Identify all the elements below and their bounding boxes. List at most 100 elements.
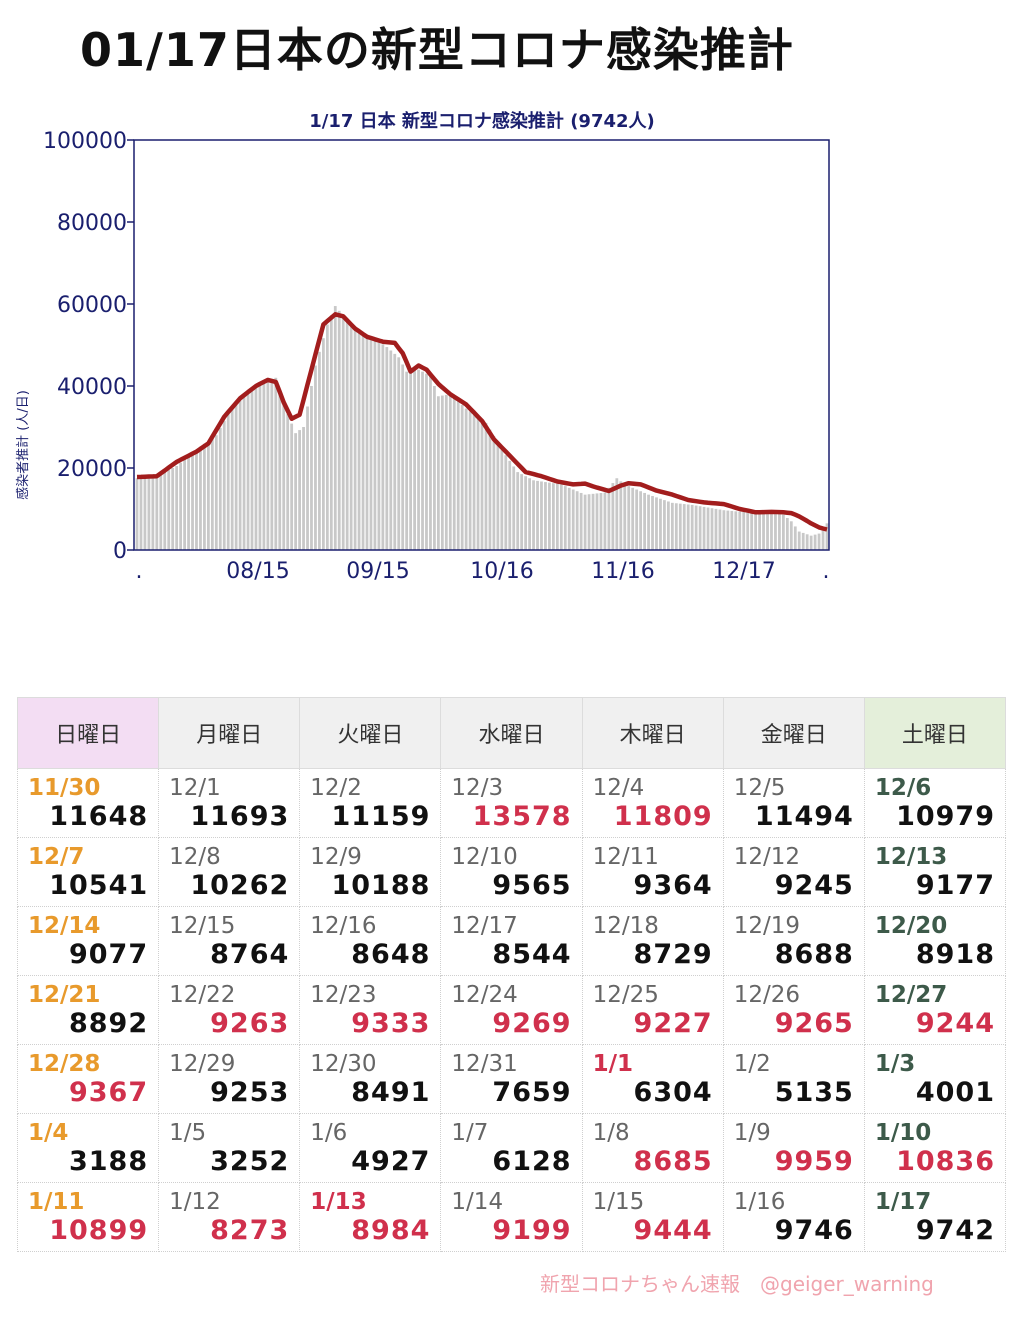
daily-bar — [321, 338, 325, 550]
daily-bar — [738, 511, 742, 550]
daily-bar — [528, 478, 531, 550]
daily-bar — [179, 462, 183, 550]
calendar-day-cell: 1/15 9444 — [581, 1182, 724, 1252]
calendar-day-cell: 12/11 9364 — [581, 837, 724, 907]
daily-bar — [393, 353, 397, 550]
daily-bar — [682, 504, 686, 550]
day-estimate-value: 9265 — [774, 1008, 854, 1039]
day-date: 1/11 — [28, 1189, 85, 1215]
calendar-day-cell: 12/26 9265 — [722, 975, 865, 1045]
daily-bar — [171, 468, 175, 550]
daily-bar — [195, 449, 198, 550]
day-estimate-value: 3252 — [210, 1146, 290, 1177]
daily-bar — [349, 323, 353, 550]
day-estimate-value: 9333 — [351, 1008, 431, 1039]
x-tick-label: 12/17 — [712, 559, 775, 584]
daily-bar — [647, 494, 650, 550]
daily-bar — [504, 455, 508, 550]
y-tick-label: 0 — [113, 539, 127, 564]
daily-bar — [524, 476, 528, 550]
calendar-day-cell: 12/24 9269 — [440, 975, 583, 1045]
daily-bar — [444, 394, 448, 550]
day-estimate-value: 11809 — [613, 801, 713, 832]
day-date: 12/24 — [451, 982, 518, 1008]
day-date: 12/29 — [169, 1051, 236, 1077]
calendar-week-row: 12/28 9367 12/29 9253 12/30 8491 12/31 7659 1/1 6… — [16, 1044, 1007, 1114]
weekday-header: 土曜日 — [863, 697, 1007, 769]
day-estimate-value: 6304 — [633, 1077, 713, 1108]
daily-bar — [440, 395, 444, 550]
day-estimate-value: 9245 — [774, 870, 854, 901]
daily-bar — [770, 511, 773, 550]
daily-bar — [663, 500, 666, 550]
day-date: 1/1 — [592, 1051, 633, 1077]
daily-bar — [310, 386, 313, 550]
daily-bar — [361, 332, 365, 550]
daily-bar — [329, 315, 333, 550]
y-tick-label: 60000 — [57, 293, 127, 318]
calendar-day-cell: 11/30 11648 — [16, 768, 160, 838]
day-date: 12/26 — [733, 982, 800, 1008]
daily-bar — [353, 326, 357, 550]
day-estimate-value: 9177 — [915, 870, 995, 901]
day-date: 12/23 — [310, 982, 377, 1008]
daily-bar — [381, 344, 385, 550]
daily-bar — [341, 315, 345, 550]
day-estimate-value: 10899 — [49, 1215, 149, 1246]
daily-bar — [520, 474, 524, 550]
y-tick-label: 40000 — [57, 375, 127, 400]
day-date: 1/7 — [451, 1120, 489, 1146]
calendar-day-cell: 12/31 7659 — [440, 1044, 583, 1114]
daily-bar — [318, 351, 321, 550]
calendar-day-cell: 12/28 9367 — [16, 1044, 160, 1114]
daily-bar — [567, 487, 571, 550]
daily-bar — [611, 483, 615, 550]
day-estimate-value: 5135 — [774, 1077, 854, 1108]
daily-bar — [230, 406, 234, 550]
daily-bar — [143, 477, 147, 550]
day-estimate-value: 9199 — [492, 1215, 572, 1246]
daily-bar — [278, 391, 282, 551]
calendar-day-cell: 12/8 10262 — [158, 837, 301, 907]
daily-bar — [345, 320, 349, 550]
daily-bar — [254, 388, 258, 550]
daily-bar — [262, 381, 266, 550]
daily-bar — [722, 510, 726, 550]
day-date: 12/21 — [28, 982, 101, 1008]
daily-bar — [710, 508, 714, 550]
day-date: 1/6 — [310, 1120, 348, 1146]
calendar-week-row: 12/7 10541 12/8 10262 12/9 10188 12/10 9565 12/1… — [16, 837, 1007, 907]
daily-bar — [551, 483, 555, 550]
day-estimate-value: 8544 — [492, 939, 572, 970]
day-estimate-value: 10262 — [190, 870, 290, 901]
day-date: 12/9 — [310, 844, 362, 870]
daily-bar — [797, 531, 801, 550]
day-date: 1/13 — [310, 1189, 367, 1215]
day-estimate-value: 8918 — [915, 939, 995, 970]
daily-bar — [627, 486, 631, 550]
daily-bar — [659, 498, 662, 550]
daily-bar — [238, 400, 242, 550]
calendar-week-row: 1/4 3188 1/5 3252 1/6 4927 1/7 6128 1/8 8685 1/9 99… — [16, 1113, 1007, 1183]
daily-bar — [337, 310, 341, 550]
day-date: 11/30 — [28, 775, 101, 801]
calendar-day-cell: 1/2 5135 — [722, 1044, 865, 1114]
daily-bar — [591, 493, 595, 550]
daily-bar — [484, 422, 488, 550]
daily-bar — [762, 512, 765, 550]
weekday-header: 月曜日 — [158, 697, 301, 769]
daily-bar — [282, 404, 286, 550]
day-estimate-value: 8648 — [351, 939, 431, 970]
daily-bar — [199, 446, 202, 550]
calendar-day-cell: 12/27 9244 — [863, 975, 1007, 1045]
day-date: 12/17 — [451, 913, 518, 939]
day-date: 1/12 — [169, 1189, 221, 1215]
daily-bar — [750, 512, 754, 550]
calendar-day-cell: 1/13 8984 — [299, 1182, 442, 1252]
daily-bar — [754, 512, 758, 550]
daily-bar — [464, 408, 468, 550]
daily-bar — [433, 386, 436, 550]
day-date: 1/17 — [874, 1189, 932, 1215]
day-estimate-value: 9364 — [633, 870, 713, 901]
daily-bar — [325, 324, 329, 550]
